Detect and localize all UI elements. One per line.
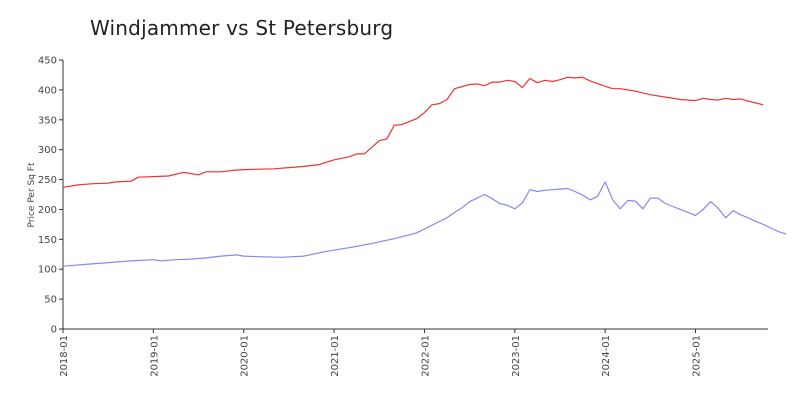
y-tick-label: 100: [38, 265, 57, 276]
y-tick-label: 0: [51, 325, 57, 336]
series-layer: [62, 76, 787, 267]
x-tick-label: 2023-01: [511, 335, 522, 377]
y-axis-label: Price Per Sq Ft: [27, 162, 37, 227]
y-tick-label: 400: [38, 85, 57, 96]
x-tick-label: 2018-01: [59, 335, 70, 377]
x-tick-label: 2025-01: [692, 335, 703, 377]
y-axis: 0 50 100 150 200 250 300 350 400 450: [38, 56, 64, 336]
series-line-1: [62, 76, 764, 188]
y-tick-label: 250: [38, 175, 57, 186]
y-tick-label: 150: [38, 235, 57, 246]
x-tick-label: 2020-01: [240, 335, 251, 377]
y-tick-label: 200: [38, 205, 57, 216]
y-tick-label: 50: [44, 295, 57, 306]
series-line-2: [62, 181, 787, 267]
x-tick-label: 2022-01: [420, 335, 431, 377]
x-axis: 2018-01 2019-01 2020-01 2021-01 2022-01 2023-…: [59, 328, 768, 377]
y-tick-label: 450: [38, 56, 57, 67]
x-tick-label: 2019-01: [149, 335, 160, 377]
chart-title: Windjammer vs St Petersburg: [90, 16, 394, 40]
y-tick-label: 300: [38, 145, 57, 156]
x-tick-label: 2021-01: [330, 335, 341, 377]
x-tick-label: 2024-01: [601, 335, 612, 377]
y-tick-label: 350: [38, 115, 57, 126]
